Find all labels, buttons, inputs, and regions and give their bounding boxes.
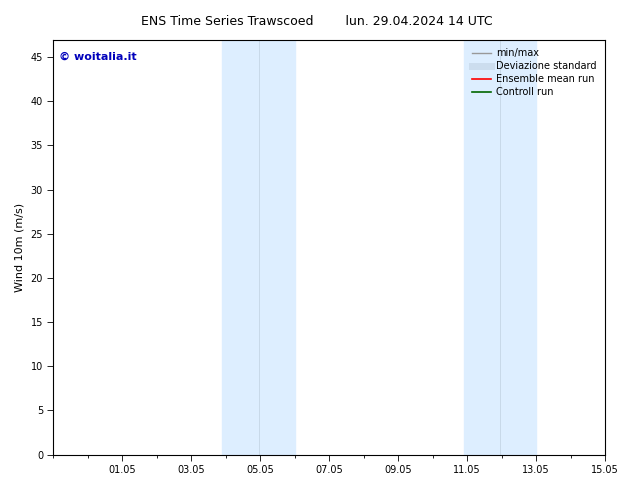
Bar [223, 40, 295, 455]
Y-axis label: Wind 10m (m/s): Wind 10m (m/s) [15, 202, 25, 292]
Bar [463, 40, 536, 455]
Text: ENS Time Series Trawscoed        lun. 29.04.2024 14 UTC: ENS Time Series Trawscoed lun. 29.04.202… [141, 15, 493, 28]
Legend: min/max, Deviazione standard, Ensemble mean run, Controll run: min/max, Deviazione standard, Ensemble m… [468, 45, 600, 101]
Text: © woitalia.it: © woitalia.it [59, 52, 136, 62]
